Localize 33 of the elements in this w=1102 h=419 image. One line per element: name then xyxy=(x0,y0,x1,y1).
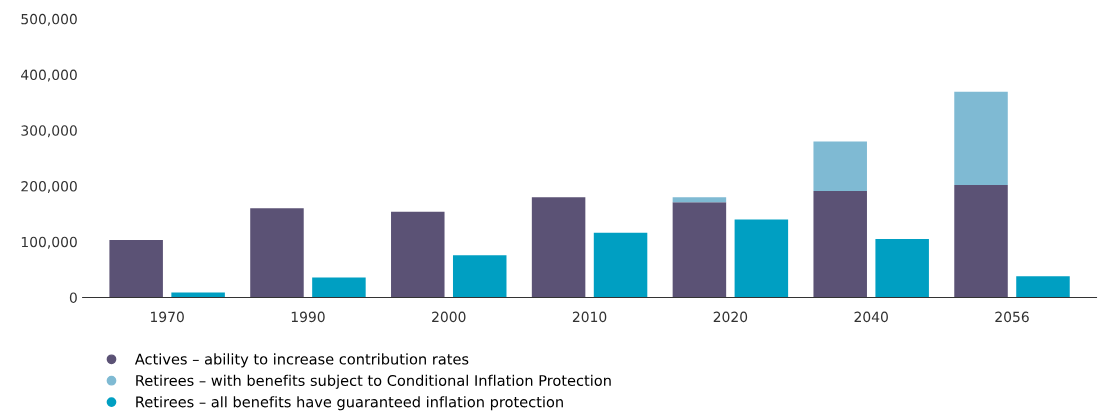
legend-label: Actives – ability to increase contribution rates xyxy=(134,353,469,368)
bar xyxy=(813,191,867,298)
bar xyxy=(672,197,727,203)
legend-label: Retirees – with benefits subject to Conditional Inflation Protection xyxy=(136,374,611,389)
x-tick-label: 2010 xyxy=(572,311,607,323)
y-tick-label: 500,000 xyxy=(21,13,77,26)
x-tick-label: 2000 xyxy=(432,311,466,323)
bar xyxy=(391,211,445,298)
bar xyxy=(875,238,929,298)
bar xyxy=(813,141,867,192)
bar xyxy=(593,232,648,298)
y-tick-label: 0 xyxy=(69,292,77,303)
bar xyxy=(452,255,507,298)
bar xyxy=(109,240,163,298)
bar xyxy=(954,91,1008,185)
x-tick-label: 2020 xyxy=(713,311,748,323)
bar xyxy=(312,277,366,298)
legend-label: Retirees – all benefits have guaranteed inflation protection xyxy=(136,396,563,411)
y-tick-label: 400,000 xyxy=(21,69,77,82)
x-tick-label: 1990 xyxy=(291,311,325,323)
bar xyxy=(672,202,727,298)
x-tick-label: 1970 xyxy=(150,311,184,323)
y-tick-label: 300,000 xyxy=(21,125,77,138)
bar xyxy=(954,184,1008,298)
bar xyxy=(531,197,586,298)
x-tick-label: 2056 xyxy=(995,311,1029,323)
bar xyxy=(171,292,225,298)
y-tick-label: 100,000 xyxy=(21,236,77,249)
x-tick-label: 2040 xyxy=(854,311,888,323)
bar xyxy=(1016,276,1070,298)
bar xyxy=(250,208,304,298)
bar xyxy=(734,219,789,298)
y-tick-label: 200,000 xyxy=(21,181,77,193)
